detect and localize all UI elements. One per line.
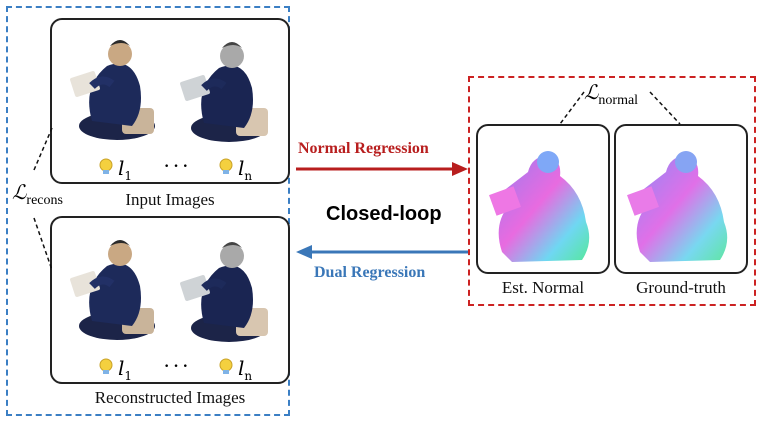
recons-loss-label: ℒrecons bbox=[12, 180, 63, 208]
input-figurine-2 bbox=[180, 42, 268, 142]
bulb-icon bbox=[219, 158, 233, 174]
input-images-caption: Input Images bbox=[125, 190, 215, 209]
normal-regression-label: Normal Regression bbox=[298, 140, 429, 157]
normal-loss-label: ℒnormal bbox=[584, 80, 639, 108]
closed-loop-label: Closed-loop bbox=[326, 203, 442, 225]
ellipsis: · · · bbox=[164, 358, 189, 375]
reconstructed-images-panel: l1 · · · ln bbox=[50, 216, 290, 384]
reconstructed-images-caption: Reconstructed Images bbox=[94, 388, 246, 407]
ground-truth-caption: Ground-truth bbox=[636, 278, 726, 297]
ground-truth-normal-map bbox=[627, 151, 728, 262]
forward-arrow bbox=[296, 162, 468, 176]
right-group-box bbox=[468, 76, 756, 306]
light-l1-label: l1 bbox=[118, 156, 133, 183]
recon-figurine-1 bbox=[70, 240, 155, 340]
input-figurine-1 bbox=[70, 40, 155, 140]
bulb-icon bbox=[99, 158, 113, 174]
est-normal-caption: Est. Normal bbox=[501, 278, 585, 297]
est-normal-panel bbox=[476, 124, 610, 274]
light-ln-label: ln bbox=[238, 156, 253, 183]
light-l1-label: l1 bbox=[118, 356, 133, 383]
ground-truth-panel bbox=[614, 124, 748, 274]
bulb-icon bbox=[99, 358, 113, 374]
left-group-box bbox=[6, 6, 290, 416]
input-images-panel: l1 · · · ln bbox=[50, 18, 290, 184]
dual-regression-label: Dual Regression bbox=[314, 264, 426, 281]
light-ln-label: ln bbox=[238, 356, 253, 383]
bulb-icon bbox=[219, 358, 233, 374]
ellipsis: · · · bbox=[164, 158, 189, 175]
backward-arrow bbox=[296, 245, 468, 259]
recon-figurine-2 bbox=[180, 242, 268, 342]
est-normal-map bbox=[489, 151, 590, 262]
